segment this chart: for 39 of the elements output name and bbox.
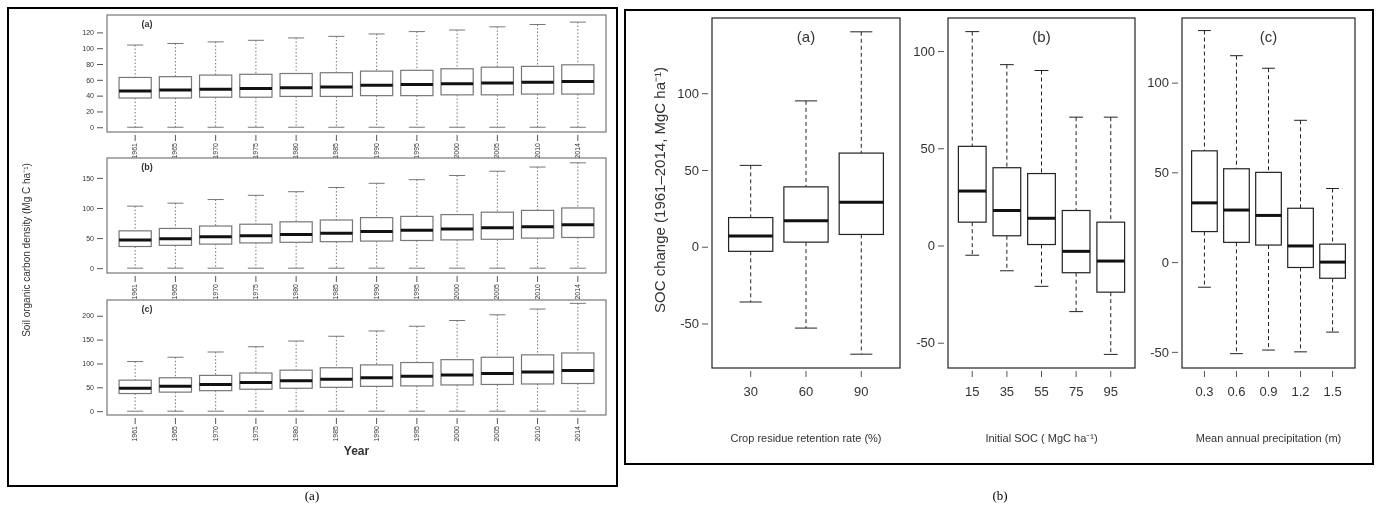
chart-title: (a) [141, 19, 153, 29]
y-axis-title: SOC change (1961–2014, MgC ha⁻¹) [651, 67, 668, 313]
x-axis-title: Mean annual precipitation (m) [1195, 432, 1342, 444]
x-tick-label: 75 [1068, 383, 1084, 399]
x-axis-title: Year [343, 444, 370, 458]
y-tick-label: 50 [684, 162, 699, 178]
x-tick-label: 55 [1034, 383, 1049, 399]
x-tick-label: 0.3 [1195, 383, 1214, 399]
x-tick-label: 1.5 [1323, 383, 1342, 399]
y-axis-title: Soil organic carbon density (Mg C ha⁻¹) [21, 163, 32, 337]
y-tick-label: 0 [1161, 254, 1169, 270]
text: (a) [796, 28, 816, 45]
y-tick-label: 0 [691, 239, 699, 255]
text: (b) [1032, 28, 1051, 45]
x-tick-label: 90 [854, 383, 869, 399]
y-tick-label: 50 [920, 140, 935, 156]
text: (c) [1259, 28, 1278, 45]
x-tick-label: 35 [999, 383, 1015, 399]
x-tick-label: 0.6 [1227, 383, 1246, 399]
x-tick-label: 15 [965, 383, 980, 399]
y-tick-label: 100 [913, 43, 935, 59]
y-tick-label: -50 [680, 316, 699, 332]
y-tick-label: 50 [1154, 165, 1169, 181]
x-axis-title: Initial SOC ( MgC ha⁻¹) [985, 432, 1098, 444]
text: (b) [992, 488, 1008, 503]
y-tick-label: -50 [1150, 344, 1169, 360]
chart-title: (c) [141, 304, 153, 314]
x-tick-label: 1.2 [1291, 383, 1310, 399]
y-tick-label: 0 [927, 238, 935, 254]
text: (a) [304, 488, 320, 503]
chart-title: (b) [141, 162, 153, 172]
y-tick-label: 100 [1147, 75, 1169, 91]
y-tick-label: -50 [916, 335, 935, 351]
x-tick-label: 60 [798, 383, 814, 399]
x-tick-label: 95 [1103, 383, 1118, 399]
y-tick-label: 100 [677, 85, 699, 101]
x-tick-label: 0.9 [1259, 383, 1278, 399]
x-axis-title: Crop residue retention rate (%) [730, 432, 882, 444]
x-tick-label: 30 [743, 383, 758, 399]
